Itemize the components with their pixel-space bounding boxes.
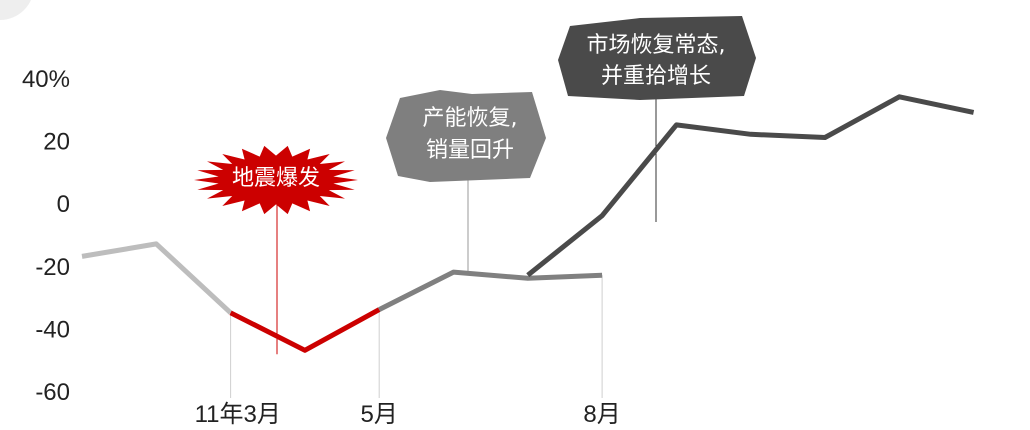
callout-leader-lines <box>276 98 657 355</box>
series-line-recovery <box>378 269 603 312</box>
y-tick-label: -20 <box>35 254 70 281</box>
earthquake-callout: 地震爆发 <box>194 145 358 215</box>
x-tick-label: 11年3月 <box>195 401 281 428</box>
recovery-callout: 产能恢复, 销量回升 <box>386 90 546 182</box>
x-axis: 11年3月 5月 8月 <box>195 401 621 428</box>
corner-decoration <box>0 0 31 20</box>
market-normal-callout: 市场恢复常态, 并重拾增长 <box>558 16 756 100</box>
x-guide-lines <box>230 275 603 398</box>
earthquake-label: 地震爆发 <box>232 166 320 191</box>
y-tick-label: -40 <box>35 316 70 343</box>
y-tick-label: 40% <box>22 66 70 93</box>
series-line-earthquake <box>229 307 381 353</box>
recovery-label-line1: 产能恢复, <box>423 106 518 131</box>
series-line-before <box>81 241 233 315</box>
recovery-callout-shape <box>386 90 546 182</box>
market-normal-callout-shape <box>558 16 756 100</box>
y-tick-label: 0 <box>57 191 70 218</box>
starburst-shape <box>194 145 358 215</box>
y-tick-label: -60 <box>35 379 70 406</box>
market-normal-label-line2: 并重拾增长 <box>601 64 711 89</box>
series-lines <box>81 94 975 353</box>
x-tick-label: 5月 <box>361 401 398 428</box>
y-axis: 40% 20 0 -20 -40 -60 <box>22 66 70 406</box>
recovery-label-line2: 销量回升 <box>426 138 514 163</box>
market-normal-label-line1: 市场恢复常态, <box>587 33 726 58</box>
series-line-growth <box>526 94 975 278</box>
y-tick-label: 20 <box>43 129 70 156</box>
x-tick-label: 8月 <box>583 401 620 428</box>
